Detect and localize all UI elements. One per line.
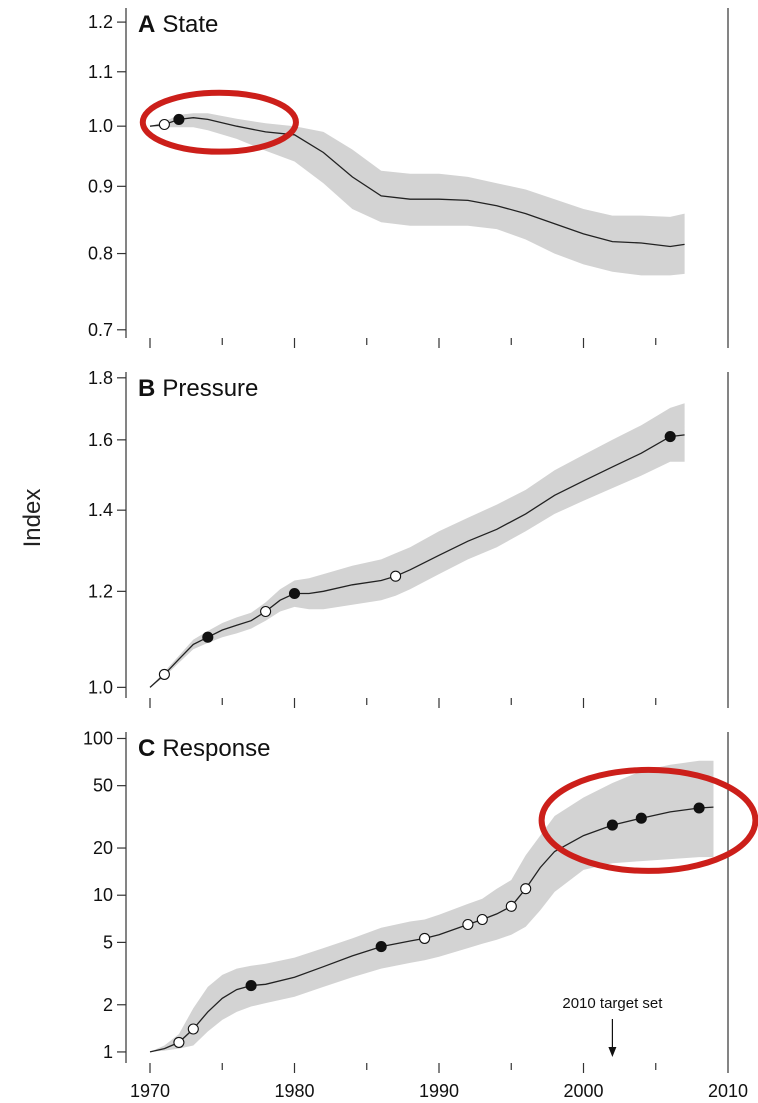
panel-title: C Response [138,735,270,762]
data-point-open [462,918,474,931]
panel-a: 0.7 0.8 0.9 1.0 1.1 1.2 A State [88,8,729,348]
y-tick-label: 50 [93,776,113,796]
panel-b: 1.0 1.2 1.4 1.6 1.8 B Pressure [88,368,729,708]
panel-c: 1 2 5 10 20 50 100 C Response 2010 target set 1970… [83,728,758,1101]
panel-letter: C [138,735,155,762]
y-tick-label: 1.2 [88,12,113,32]
data-point-filled [664,431,676,443]
y-axis-label: Index [19,489,46,548]
data-point-open [419,932,431,944]
confidence-band [150,113,685,276]
annotation-label: 2010 target set [562,995,663,1012]
y-tick-label: 0.7 [88,320,113,340]
data-point-filled [635,812,647,824]
y-tick-label: 0.8 [88,244,113,264]
data-point-open [390,570,402,582]
data-point-open [187,1023,199,1035]
y-tick-label: 0.9 [88,176,113,196]
series-line [149,117,685,248]
panel-title: A State [138,11,218,38]
data-point-open [476,913,488,926]
confidence-band [150,760,714,1052]
panel-title: B Pressure [138,375,258,402]
y-tick-label: 1.0 [88,677,113,697]
data-point-filled [202,631,214,643]
y-tick-label: 1 [103,1042,113,1062]
panel-letter: B [138,375,155,402]
y-tick-label: 1.0 [88,116,113,136]
y-tick-label: 10 [93,885,113,905]
panel-letter: A [138,11,155,38]
x-tick-label: 2000 [563,1081,603,1101]
y-tick-label: 100 [83,728,113,748]
y-tick-label: 1.4 [88,500,113,520]
data-point-filled [245,980,257,992]
annotation-arrowhead [608,1047,617,1057]
y-tick-label: 1.1 [88,62,113,82]
x-tick-label: 1990 [419,1081,459,1101]
data-point-open [173,1036,185,1048]
panel-title-text: State [162,11,218,38]
data-point-filled [606,819,618,831]
data-point-filled [375,941,387,953]
panel-title-text: Pressure [162,375,258,402]
y-tick-label: 1.6 [88,430,113,450]
x-tick-label: 1970 [130,1081,170,1101]
data-point-filled [693,802,705,814]
confidence-band [150,403,685,688]
data-point-filled [173,113,185,125]
data-point-open [520,883,532,895]
highlight-ellipse [538,766,758,874]
y-tick-label: 1.8 [88,368,113,388]
highlight-ellipse [139,89,299,155]
data-point-open [260,605,272,618]
panel-title-text: Response [162,735,270,762]
x-tick-label: 2010 [708,1081,748,1101]
y-tick-label: 20 [93,838,113,858]
data-point-filled [288,587,301,600]
y-tick-label: 1.2 [88,581,113,601]
data-point-open [158,118,170,131]
data-point-open [505,900,517,912]
y-tick-label: 2 [103,995,113,1015]
data-point-open [158,668,170,680]
x-tick-label: 1980 [274,1081,314,1101]
y-tick-label: 5 [103,932,113,952]
